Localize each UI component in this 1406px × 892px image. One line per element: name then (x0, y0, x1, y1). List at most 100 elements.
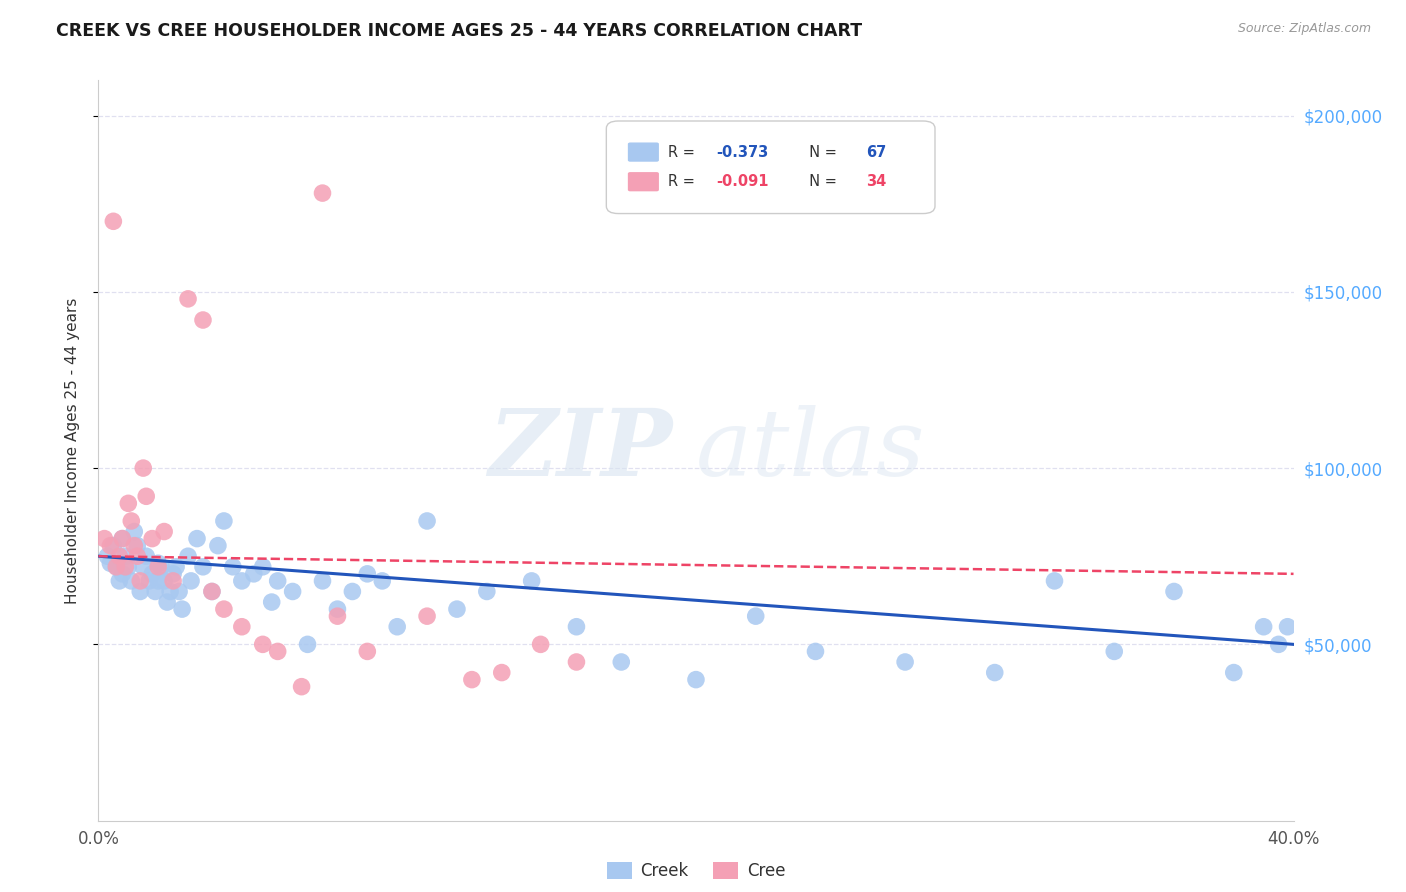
Point (117, 559, 139, 574)
Point (984, 665, 1007, 680)
Point (114, 549, 136, 564)
Point (127, 539, 149, 553)
Point (108, 549, 131, 564)
Point (371, 574, 394, 588)
Point (186, 532, 208, 546)
Point (201, 584, 224, 599)
Point (894, 655, 917, 669)
Y-axis label: Householder Income Ages 25 - 44 years: Householder Income Ages 25 - 44 years (65, 297, 80, 604)
Text: -0.373: -0.373 (716, 145, 769, 160)
Point (153, 574, 176, 588)
Point (1043, 574, 1066, 588)
Point (103, 539, 125, 553)
Text: ZIP: ZIP (488, 406, 672, 495)
Point (129, 584, 152, 599)
Point (114, 559, 136, 574)
Point (326, 602, 349, 616)
Text: Source: ZipAtlas.com: Source: ZipAtlas.com (1237, 22, 1371, 36)
Point (148, 556, 170, 570)
Text: N =: N = (800, 174, 841, 189)
Point (132, 461, 155, 475)
Text: R =: R = (668, 145, 700, 160)
Point (745, 609, 768, 624)
Point (1104, 644, 1126, 658)
Point (159, 584, 181, 599)
Point (446, 602, 468, 616)
Point (1277, 620, 1299, 634)
Point (297, 637, 319, 651)
Text: CREEK VS CREE HOUSEHOLDER INCOME AGES 25 - 44 YEARS CORRELATION CHART: CREEK VS CREE HOUSEHOLDER INCOME AGES 25… (56, 22, 862, 40)
Point (685, 673, 707, 687)
Point (129, 574, 152, 588)
Point (93, 532, 115, 546)
Point (252, 637, 274, 651)
Point (172, 602, 194, 616)
Text: 34: 34 (866, 174, 886, 189)
Point (191, 559, 214, 574)
Point (167, 584, 190, 599)
Point (120, 514, 142, 528)
FancyBboxPatch shape (606, 121, 935, 213)
Point (520, 574, 543, 588)
Point (461, 673, 484, 687)
Point (610, 655, 633, 669)
Point (243, 566, 266, 581)
Point (1267, 637, 1289, 651)
Point (356, 566, 378, 581)
Point (105, 559, 128, 574)
Point (252, 559, 274, 574)
Point (231, 620, 253, 634)
Point (565, 655, 588, 669)
Point (135, 489, 157, 503)
Point (156, 595, 179, 609)
Point (135, 549, 157, 564)
Point (267, 574, 290, 588)
Point (326, 609, 349, 624)
Point (180, 574, 202, 588)
Point (138, 574, 160, 588)
Point (177, 292, 200, 306)
Text: N =: N = (800, 145, 841, 160)
Point (201, 584, 224, 599)
Point (124, 524, 146, 539)
Point (267, 644, 290, 658)
Point (120, 574, 142, 588)
Point (111, 532, 134, 546)
Point (311, 574, 333, 588)
Point (150, 559, 173, 574)
Point (141, 566, 163, 581)
Point (1163, 584, 1185, 599)
Point (165, 559, 187, 574)
Legend: Creek, Cree: Creek, Cree (600, 855, 792, 887)
Point (356, 644, 378, 658)
Text: -0.091: -0.091 (716, 174, 769, 189)
Point (148, 574, 170, 588)
Point (162, 574, 184, 588)
Point (291, 680, 314, 694)
Point (96, 549, 118, 564)
Point (342, 584, 364, 599)
Point (148, 559, 170, 574)
Point (804, 644, 827, 658)
Point (260, 595, 283, 609)
Point (117, 496, 139, 510)
Point (111, 532, 134, 546)
Point (191, 313, 214, 327)
Point (1223, 665, 1246, 680)
Point (385, 620, 409, 634)
Point (1253, 620, 1275, 634)
Text: 67: 67 (866, 145, 886, 160)
Point (281, 584, 304, 599)
Point (132, 559, 155, 574)
Point (127, 549, 149, 564)
Point (311, 186, 333, 200)
Point (98, 539, 122, 553)
Point (153, 524, 176, 539)
Point (212, 602, 235, 616)
Point (162, 566, 184, 581)
Point (124, 539, 146, 553)
Point (177, 549, 200, 564)
Point (105, 559, 128, 574)
Point (416, 514, 439, 528)
Point (103, 214, 125, 228)
